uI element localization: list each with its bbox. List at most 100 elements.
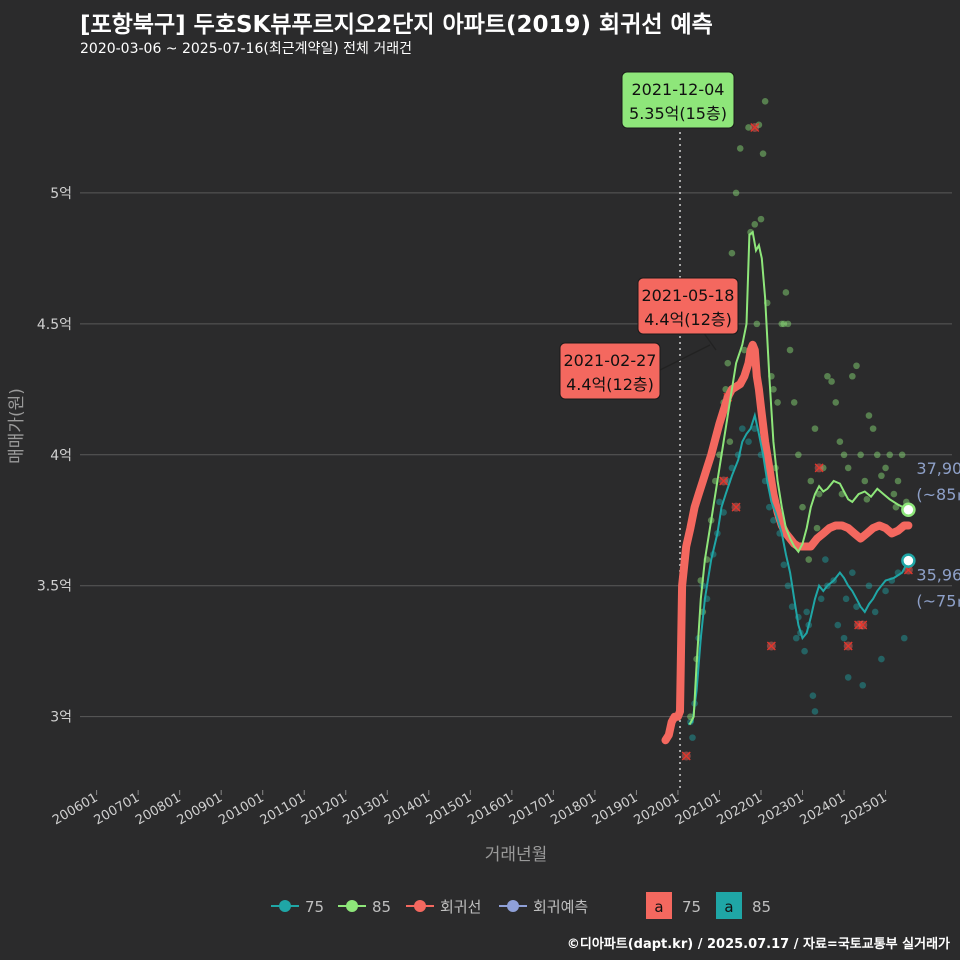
scatter-point-85: [774, 399, 781, 406]
legend-label-s85: 85: [372, 898, 391, 916]
series-line-85: [688, 230, 909, 725]
scatter-point-85: [807, 477, 815, 485]
scatter-point-85: [799, 503, 806, 511]
x-tick-label: 202301: [756, 790, 806, 828]
scatter-point-85: [795, 451, 802, 459]
scatter-point-85: [745, 124, 752, 131]
legend-box-1: [716, 892, 742, 919]
scatter-point-75: [811, 708, 819, 715]
scatter-point-85: [782, 289, 790, 296]
annotation-max-date: 2021-12-04: [632, 80, 725, 99]
scatter-point-85: [873, 451, 881, 459]
scatter-point-85: [878, 472, 885, 480]
series-line-regression: [661, 340, 913, 745]
scatter-point-75: [849, 569, 856, 576]
x-tick-label: 201901: [590, 790, 640, 828]
x-tick-label: 202001: [631, 790, 681, 828]
scatter-point-75: [840, 634, 848, 642]
scatter-point-85: [894, 477, 902, 485]
annotation-reg-1-date: 2021-05-18: [642, 286, 735, 305]
series-line-75: [687, 411, 910, 726]
scatter-point-75: [844, 674, 852, 681]
x-tick-label: 200601: [50, 790, 100, 828]
scatter-point-85: [741, 346, 748, 354]
scatter-point-75: [882, 587, 889, 595]
scatter-point-75: [803, 608, 810, 616]
scatter-point-85: [805, 556, 813, 563]
scatter-point-75: [792, 634, 800, 642]
scatter-point-85: [890, 490, 898, 498]
scatter-point-75: [716, 498, 723, 506]
scatter-point-85: [824, 372, 831, 380]
chart-subtitle: 2020-03-06 ~ 2025-07-16(최근계약일) 전체 거래건: [80, 41, 412, 57]
regression-point-cross: [858, 620, 868, 630]
regression-point-cross: [814, 463, 824, 473]
scatter-point-75: [788, 603, 796, 610]
scatter-point-85: [770, 386, 777, 393]
scatter-point-85: [857, 451, 864, 459]
scatter-point-75: [871, 608, 879, 616]
legend-label-forecast: 회귀예측: [533, 898, 588, 916]
legend-key-dot-s75: [279, 900, 291, 912]
scatter-point-85: [840, 451, 848, 459]
scatter-point-85: [757, 215, 765, 223]
scatter-point-75: [784, 582, 792, 590]
annotation-max-value: 5.35억(15층): [629, 104, 727, 123]
end-label-value-75: 35,960: [916, 566, 960, 585]
y-tick-label: 4억: [50, 448, 72, 464]
annotation-max-box: [621, 71, 735, 129]
scatter-point-85: [815, 490, 823, 498]
scatter-point-85: [844, 464, 852, 472]
scatter-point-85: [861, 477, 869, 485]
scatter-point-85: [751, 221, 759, 228]
scatter-point-75: [817, 595, 825, 603]
scatter-point-85: [828, 378, 835, 385]
x-tick-label: 202201: [715, 790, 765, 828]
scatter-point-85: [736, 145, 744, 152]
scatter-point-75: [739, 425, 746, 432]
scatter-point-85: [813, 524, 821, 532]
x-tick-label: 201801: [548, 790, 598, 828]
x-tick-label: 201101: [258, 790, 308, 828]
scatter-point-85: [780, 320, 788, 328]
x-tick-label: 202501: [839, 790, 889, 828]
legend-label-regression: 회귀선: [440, 898, 481, 916]
scatter-point-75: [900, 634, 908, 642]
annotation-reg-2-box: [559, 342, 661, 400]
scatter-point-85: [726, 438, 734, 446]
x-tick-label: 200901: [175, 790, 225, 828]
scatter-point-75: [720, 509, 727, 516]
scatter-point-85: [898, 451, 906, 459]
y-tick-label: 3.5억: [37, 579, 72, 595]
x-tick-label: 201501: [424, 790, 474, 828]
x-tick-label: 200701: [92, 790, 142, 828]
x-tick-label: 200801: [133, 790, 183, 828]
regression-point-cross: [719, 476, 729, 486]
scatter-point-85: [853, 362, 860, 370]
scatter-point-85: [761, 97, 769, 105]
regression-point-cross: [854, 620, 864, 630]
x-tick-label: 201401: [382, 790, 432, 828]
legend-key-dot-s85: [346, 900, 358, 912]
end-marker-85: [901, 502, 916, 518]
scatter-point-85: [753, 320, 761, 328]
regression-point-cross: [731, 502, 741, 512]
x-tick-label: 201301: [341, 790, 391, 828]
scatter-point-75: [689, 734, 696, 741]
legend-box-glyph-0: a: [654, 898, 663, 916]
end-label-area-85: (~85㎡): [916, 485, 960, 504]
legend-key-dot-forecast: [507, 900, 519, 912]
x-tick-label: 202401: [798, 790, 848, 828]
annotation-reg-1-box: [637, 277, 739, 335]
scatter-point-85: [728, 249, 736, 257]
scatter-point-75: [859, 681, 867, 689]
scatter-point-85: [759, 150, 767, 157]
y-tick-label: 3억: [50, 710, 72, 726]
annotation-leader-2: [659, 344, 711, 371]
scatter-point-85: [869, 425, 877, 432]
x-tick-label: 202101: [673, 790, 723, 828]
end-label-value-85: 37,900: [916, 459, 960, 478]
x-tick-label: 201601: [465, 790, 515, 828]
scatter-point-85: [892, 503, 900, 511]
scatter-point-85: [836, 438, 844, 446]
